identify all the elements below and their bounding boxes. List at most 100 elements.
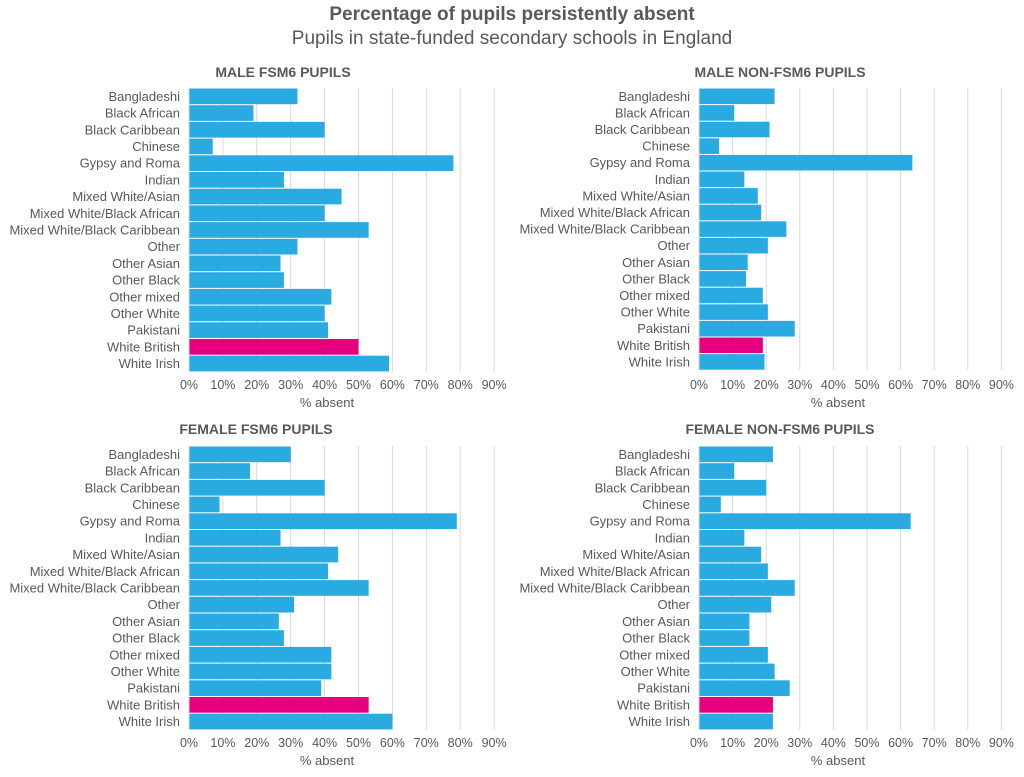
bar-black-african (189, 105, 254, 121)
bar-mixed-white-black-caribbean (699, 580, 795, 596)
category-label: Bangladeshi (108, 447, 180, 462)
bar-pakistani (189, 680, 322, 696)
category-label: Other Asian (112, 614, 180, 629)
tick-label: 50% (854, 736, 879, 750)
bar-white-british (189, 697, 369, 713)
tick-label: 80% (448, 378, 473, 392)
category-label: Bangladeshi (108, 89, 180, 104)
bar-white-british (189, 339, 359, 355)
category-label: Black African (105, 106, 180, 121)
tick-label: 30% (787, 736, 812, 750)
category-label: Other Black (622, 631, 690, 646)
tick-label: 50% (854, 378, 879, 392)
bar-gypsy-and-roma (189, 513, 457, 529)
bar-other-mixed (189, 646, 332, 663)
tick-label: 80% (955, 736, 980, 750)
bar-black-caribbean (189, 479, 325, 496)
category-label: Mixed White/Black African (30, 206, 180, 221)
bar-other-asian (189, 255, 281, 272)
category-label: White Irish (629, 714, 690, 729)
category-label: Other White (621, 664, 690, 679)
bar-chinese (189, 496, 220, 513)
category-label: Other Black (112, 631, 180, 646)
tick-label: 20% (244, 378, 269, 392)
bar-gypsy-and-roma (189, 155, 454, 171)
category-label: Gypsy and Roma (590, 514, 691, 529)
category-label: Indian (145, 172, 180, 187)
tick-label: 20% (754, 736, 779, 750)
bar-other-mixed (699, 646, 768, 663)
category-label: Mixed White/Black Caribbean (519, 222, 690, 237)
bar-mixed-white-black-african (699, 563, 768, 580)
tick-label: 0% (180, 736, 198, 750)
tick-label: 70% (414, 736, 439, 750)
bar-mixed-white-black-african (699, 204, 762, 221)
tick-label: 30% (278, 378, 303, 392)
tick-label: 30% (278, 736, 303, 750)
category-label: Other Asian (112, 256, 180, 271)
category-label: Gypsy and Roma (80, 514, 181, 529)
bar-black-african (699, 105, 735, 121)
bar-mixed-white-black-caribbean (189, 222, 369, 238)
bar-chinese (699, 138, 720, 154)
category-label: Other mixed (619, 647, 690, 662)
category-label: Other White (111, 664, 180, 679)
tick-label: 40% (312, 736, 337, 750)
tick-label: 10% (720, 736, 745, 750)
tick-label: 90% (482, 736, 507, 750)
tick-label: 30% (787, 378, 812, 392)
bar-other (189, 596, 295, 613)
tick-label: 50% (346, 378, 371, 392)
category-label: Other Black (112, 273, 180, 288)
bar-other (699, 596, 772, 613)
bar-other (699, 237, 768, 254)
category-label: Other mixed (109, 289, 180, 304)
bar-indian (699, 530, 745, 546)
bar-pakistani (189, 322, 328, 338)
category-label: White Irish (629, 354, 690, 369)
category-label: Other Asian (622, 614, 690, 629)
panel-title: FEMALE FSM6 PUPILS (179, 421, 332, 437)
bar-black-caribbean (699, 479, 767, 496)
category-label: Chinese (642, 139, 690, 154)
bar-black-caribbean (699, 121, 770, 138)
category-label: Bangladeshi (618, 447, 690, 462)
category-label: Black African (615, 105, 690, 120)
category-label: Mixed White/Black African (30, 564, 180, 579)
category-label: Other (657, 597, 690, 612)
tick-label: 10% (210, 736, 235, 750)
panel-title: FEMALE NON-FSM6 PUPILS (685, 421, 874, 437)
category-label: Mixed White/Black Caribbean (9, 222, 180, 237)
bar-other-white (189, 663, 332, 680)
bar-gypsy-and-roma (699, 154, 913, 171)
tick-label: 60% (380, 736, 405, 750)
category-label: Mixed White/Asian (582, 188, 690, 203)
bar-chinese (189, 138, 213, 155)
bar-other-mixed (699, 287, 763, 304)
category-label: Chinese (642, 497, 690, 512)
category-label: Black Caribbean (85, 122, 180, 137)
tick-label: 70% (414, 378, 439, 392)
bar-other-white (189, 305, 325, 322)
category-label: Chinese (132, 497, 180, 512)
tick-label: 0% (180, 378, 198, 392)
chart-title: Percentage of pupils persistently absent (329, 4, 695, 25)
category-label: Mixed White/Black Caribbean (9, 580, 180, 595)
bar-other (189, 238, 298, 255)
chart-subtitle: Pupils in state-funded secondary schools… (291, 28, 733, 49)
category-label: Black Caribbean (85, 480, 180, 495)
axis-label: % absent (300, 395, 355, 410)
category-label: Mixed White/Black African (540, 564, 690, 579)
bar-other-asian (699, 254, 748, 271)
bar-bangladeshi (189, 446, 291, 463)
category-label: White British (617, 697, 690, 712)
category-label: Other (657, 238, 690, 253)
bar-mixed-white-black-african (189, 563, 328, 580)
tick-label: 10% (210, 378, 235, 392)
bar-white-irish (699, 354, 765, 370)
tick-label: 10% (720, 378, 745, 392)
tick-label: 40% (821, 378, 846, 392)
bar-pakistani (699, 320, 795, 337)
category-label: Other White (621, 305, 690, 320)
category-label: Black Caribbean (595, 480, 690, 495)
